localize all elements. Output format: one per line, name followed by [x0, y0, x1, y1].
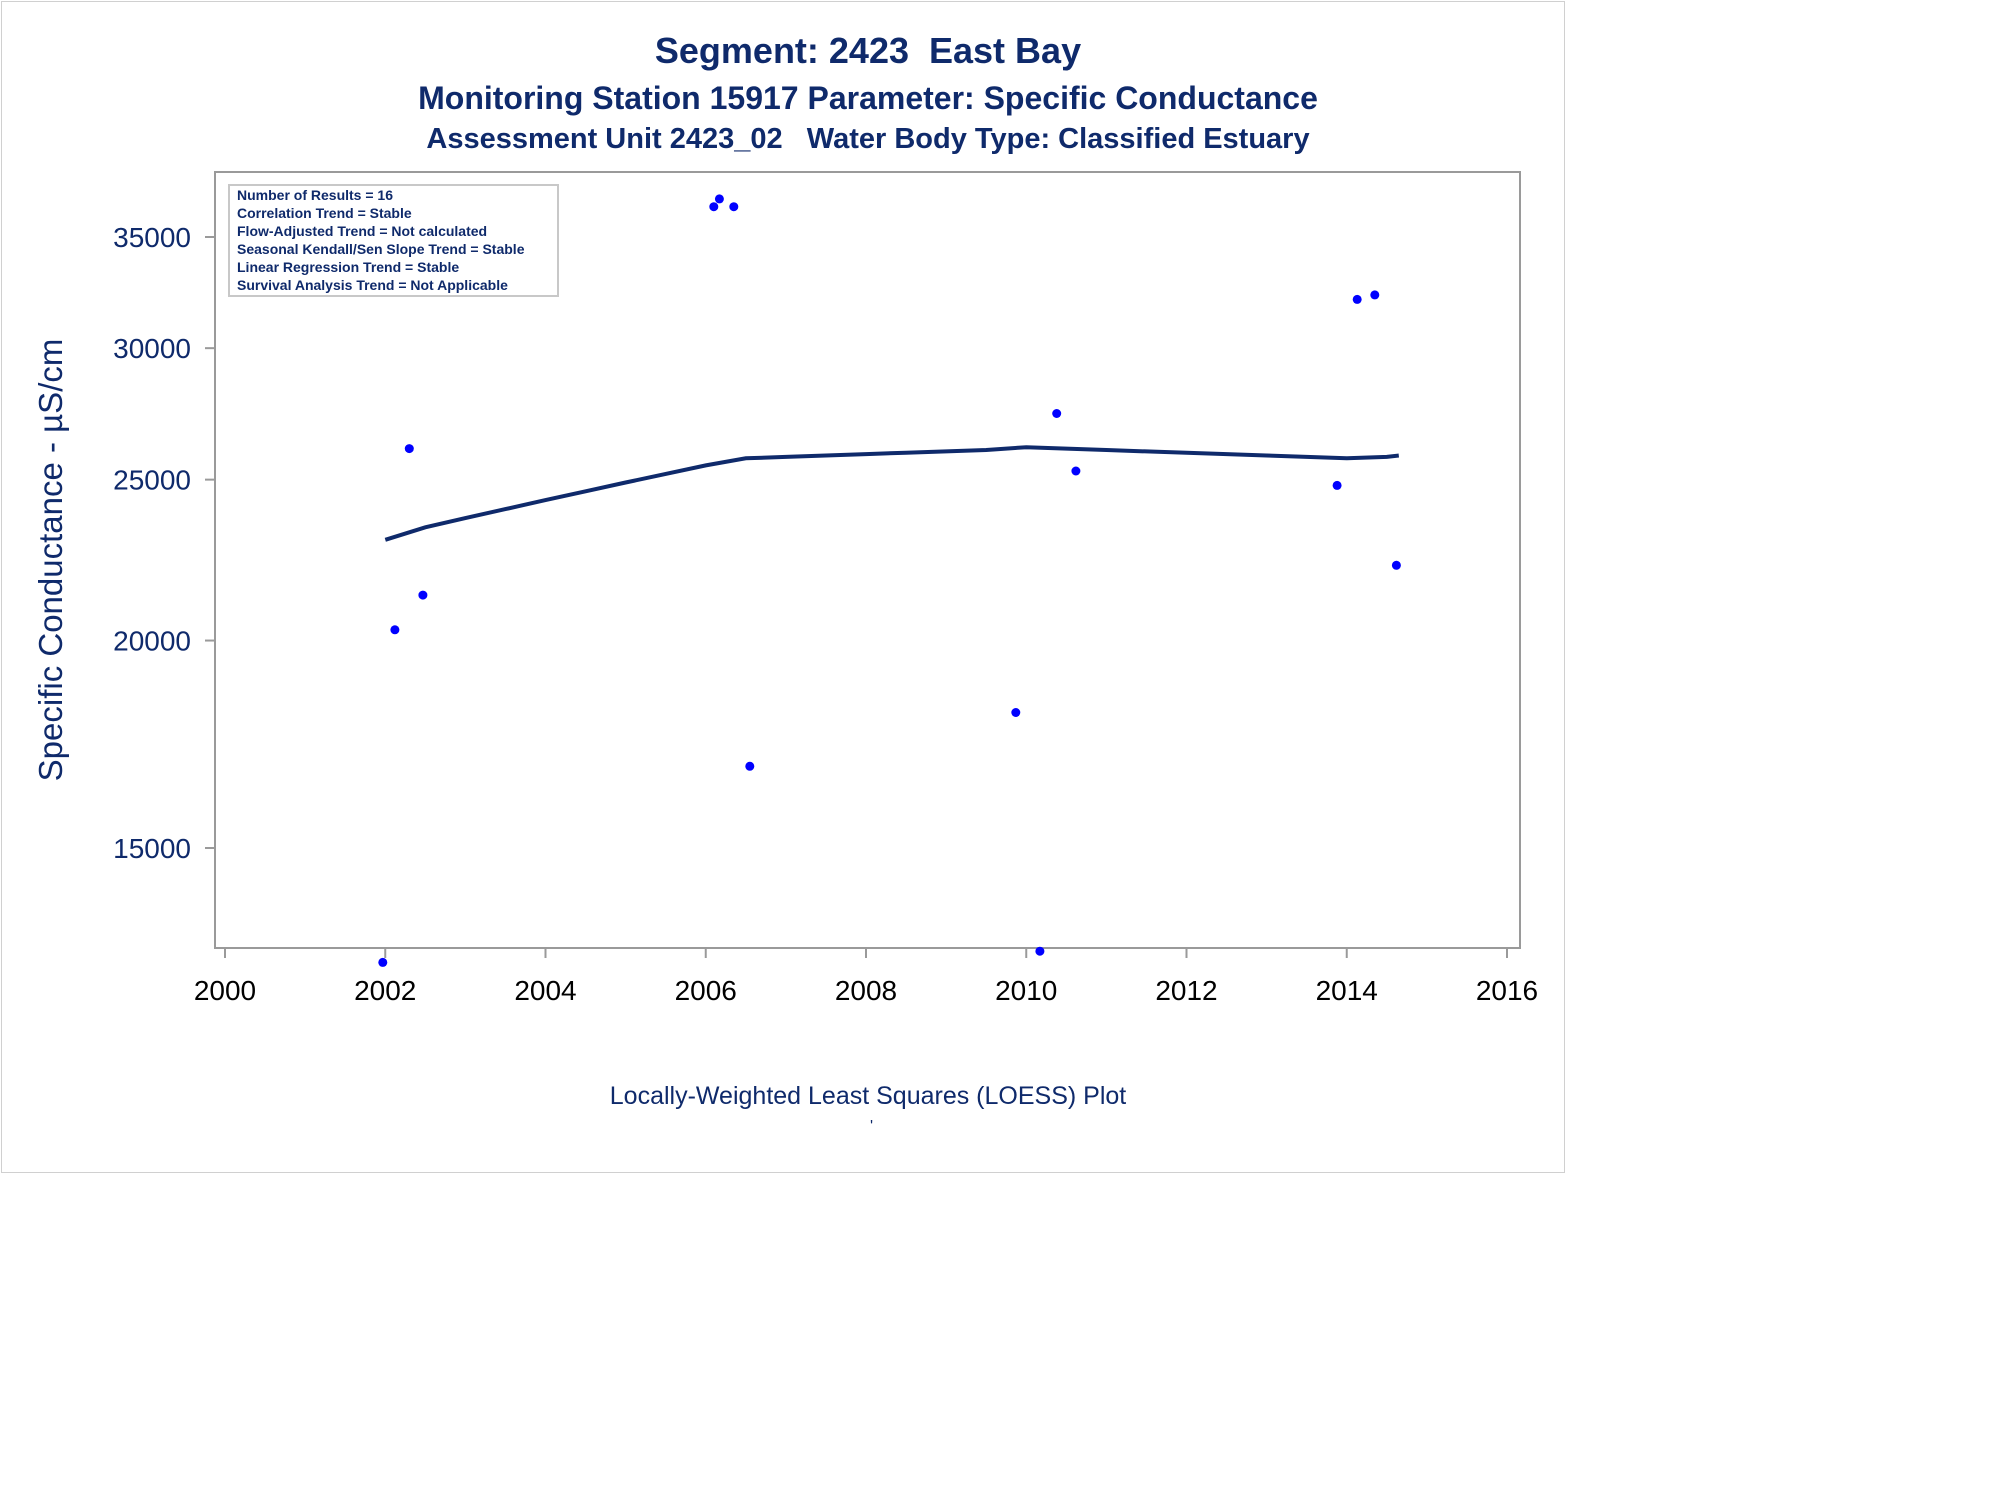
- data-point: [1035, 946, 1045, 956]
- data-points: [378, 194, 1401, 967]
- data-point: [418, 590, 428, 600]
- plot-area: [214, 171, 1521, 949]
- plot-footnote: Locally-Weighted Least Squares (LOESS) P…: [609, 1082, 1127, 1110]
- y-axis: 15000 20000 25000 30000 35000: [113, 222, 215, 864]
- x-tick-label: 2012: [1155, 975, 1217, 1006]
- x-tick-label: 2000: [194, 975, 256, 1006]
- y-tick-label: 20000: [113, 626, 191, 657]
- stats-legend-border: [228, 184, 559, 297]
- data-point: [378, 957, 388, 967]
- stats-legend-line: Number of Results = 16: [237, 187, 393, 203]
- data-point: [1370, 290, 1380, 300]
- data-point: [745, 761, 755, 771]
- x-tick-label: 2004: [514, 975, 576, 1006]
- loess-trend-line: [384, 445, 1400, 542]
- stats-legend-line: Correlation Trend = Stable: [237, 205, 412, 221]
- data-point: [404, 444, 414, 454]
- y-axis-label: Specific Conductance - µS/cm: [32, 339, 69, 782]
- x-axis: 2000 2002 2004 2006 2008 2010 2012 2014 2016: [194, 948, 1538, 1006]
- x-tick-label: 2010: [995, 975, 1057, 1006]
- x-tick-label: 2014: [1316, 975, 1378, 1006]
- chart-title: Segment: 2423 East Bay: [654, 30, 1082, 71]
- x-tick-label: 2006: [675, 975, 737, 1006]
- stats-legend-box: Number of Results = 16 Correlation Trend …: [228, 184, 559, 297]
- data-point: [714, 194, 724, 204]
- data-point: [1011, 708, 1021, 717]
- scatter-plot: 2000 2002 2004 2006 2008 2010 2012 2014 2016 150…: [32, 171, 1538, 1006]
- footnote-mark: ': [870, 1118, 874, 1135]
- data-point: [1052, 409, 1062, 418]
- data-point: [1071, 466, 1081, 476]
- y-tick-label: 30000: [113, 333, 191, 364]
- chart-subtitle-assessment: Assessment Unit 2423_02 Water Body Type:…: [426, 123, 1310, 155]
- data-point: [390, 625, 400, 635]
- data-point: [1391, 560, 1401, 570]
- chart-subtitle-station: Monitoring Station 15917 Parameter: Spec…: [418, 80, 1318, 116]
- data-point: [1332, 480, 1342, 490]
- chart-frame: [1, 1, 1565, 1173]
- data-point: [729, 202, 739, 212]
- stats-legend-line: Flow-Adjusted Trend = Not calculated: [237, 223, 487, 239]
- y-tick-label: 25000: [113, 465, 191, 496]
- stats-legend-line: Linear Regression Trend = Stable: [237, 259, 459, 275]
- stats-legend-line: Survival Analysis Trend = Not Applicable: [237, 277, 508, 293]
- y-tick-label: 35000: [113, 222, 191, 253]
- x-tick-label: 2008: [835, 975, 897, 1006]
- x-tick-label: 2002: [354, 975, 416, 1006]
- data-point: [709, 202, 719, 212]
- stats-legend-line: Seasonal Kendall/Sen Slope Trend = Stabl…: [237, 241, 525, 257]
- y-tick-label: 15000: [113, 833, 191, 864]
- x-tick-label: 2016: [1476, 975, 1538, 1006]
- data-point: [1352, 294, 1362, 304]
